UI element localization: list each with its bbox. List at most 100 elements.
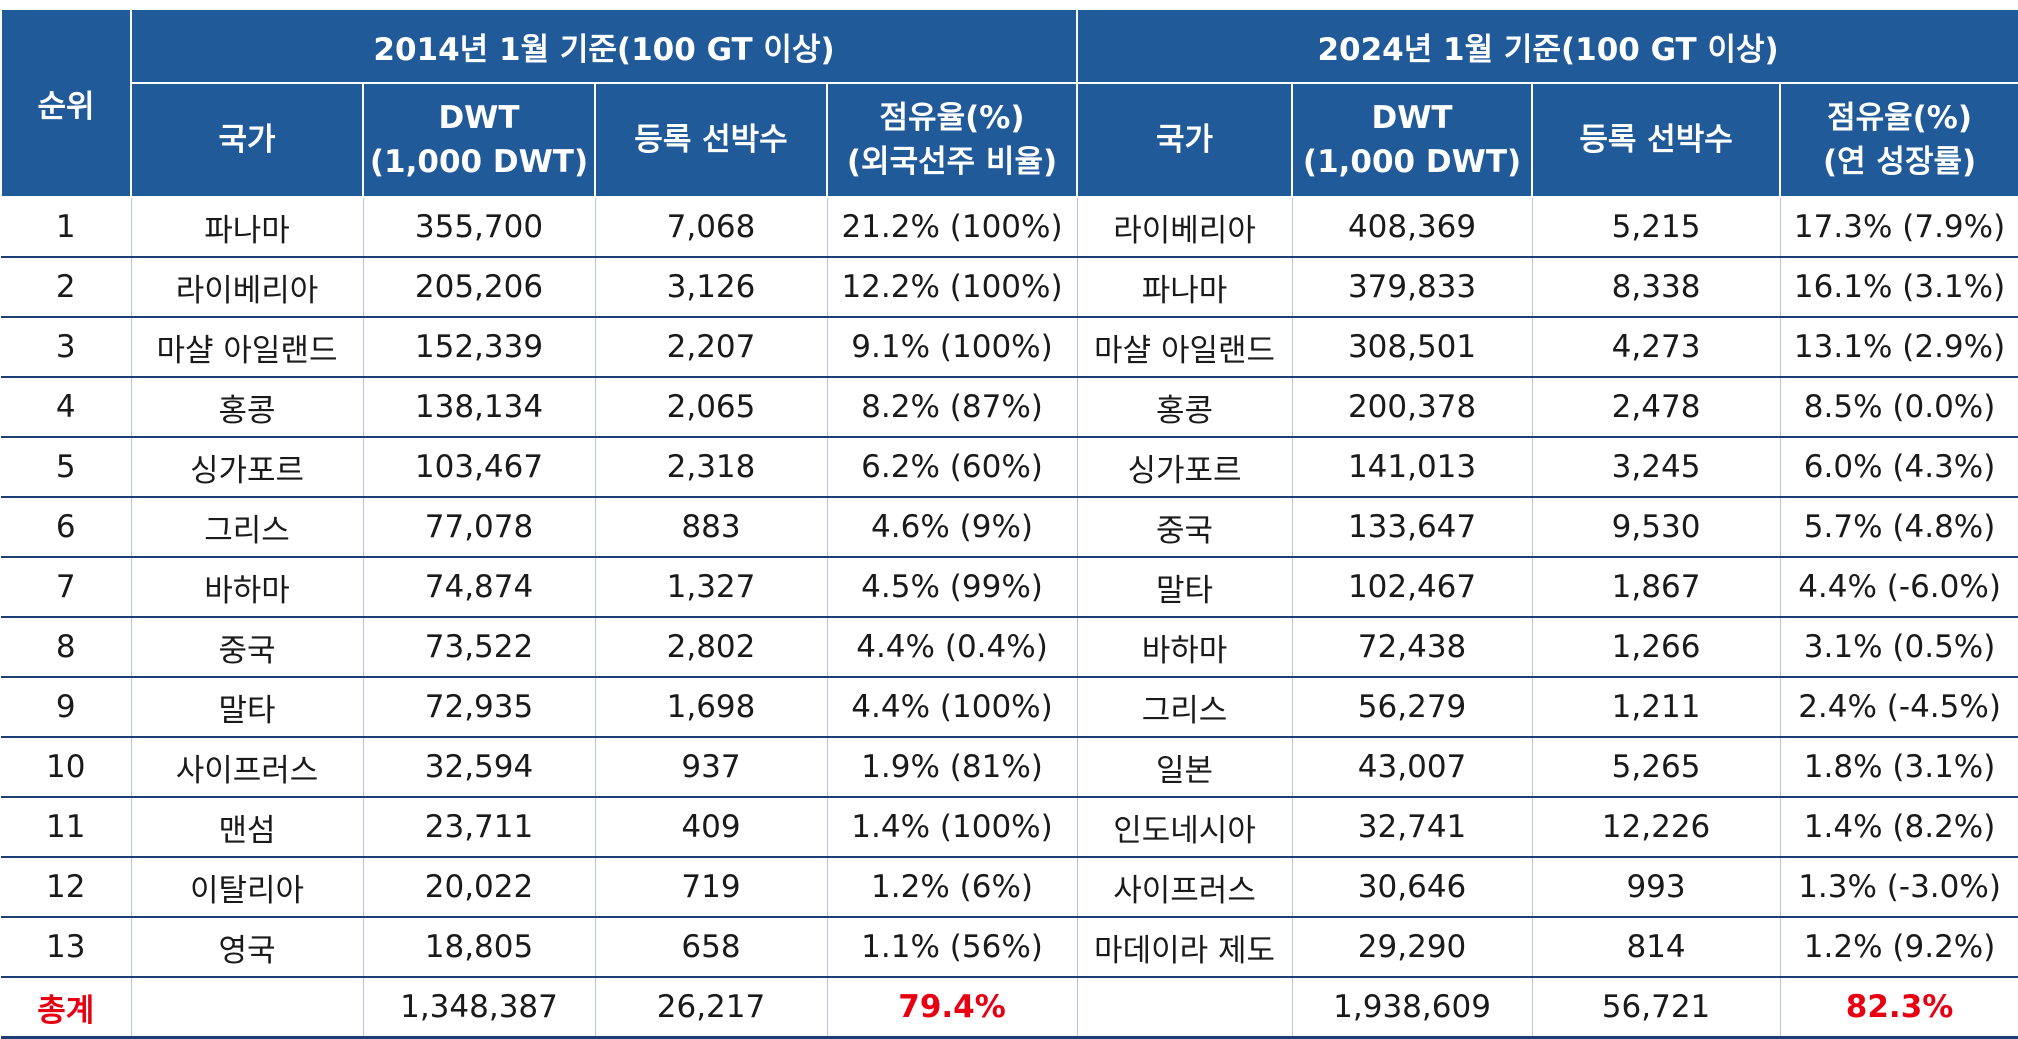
dwt-2024-cell: 43,007	[1291, 737, 1533, 798]
country-2014-cell: 바하마	[130, 557, 364, 618]
dwt-2024-cell: 102,467	[1291, 557, 1533, 618]
dwt-2014-cell: 103,467	[362, 437, 596, 498]
share-2014-cell: 4.4% (0.4%)	[826, 617, 1078, 678]
share-2024-cell: 13.1% (2.9%)	[1779, 317, 2018, 378]
total-share-2014: 79.4%	[826, 977, 1078, 1039]
header-share-2024-line1: 점유율(%)	[1827, 100, 1973, 136]
country-2024-cell: 싱가포르	[1076, 437, 1293, 498]
total-ships-2014: 26,217	[594, 977, 828, 1039]
ships-2024-cell: 8,338	[1531, 257, 1781, 318]
rank-cell: 12	[1, 857, 132, 918]
country-2014-cell: 그리스	[130, 497, 364, 558]
country-2014-cell: 영국	[130, 917, 364, 978]
country-2024-cell: 마데이라 제도	[1076, 917, 1293, 978]
table-row: 2 라이베리아 205,206 3,126 12.2% (100%) 파나마 379,833…	[1, 257, 2018, 318]
header-group-row: 순위 2014년 1월 기준(100 GT 이상) 2024년 1월 기준(10…	[0, 8, 2018, 198]
dwt-2024-cell: 29,290	[1291, 917, 1533, 978]
header-rank: 순위	[0, 8, 132, 198]
country-2014-cell: 홍콩	[130, 377, 364, 438]
table-body: 1 파나마 355,700 7,068 21.2% (100%) 라이베리아 408,369…	[1, 197, 2018, 1039]
total-country-2014-cell	[130, 977, 364, 1039]
dwt-2014-cell: 77,078	[362, 497, 596, 558]
country-2024-cell: 일본	[1076, 737, 1293, 798]
country-2014-cell: 이탈리아	[130, 857, 364, 918]
total-dwt-2014: 1,348,387	[362, 977, 596, 1039]
ships-2024-cell: 1,266	[1531, 617, 1781, 678]
header-share-2014-line2: (외국선주 비율)	[846, 144, 1058, 180]
share-2014-cell: 21.2% (100%)	[826, 197, 1078, 258]
dwt-2024-cell: 133,647	[1291, 497, 1533, 558]
share-2024-cell: 6.0% (4.3%)	[1779, 437, 2018, 498]
country-2024-cell: 중국	[1076, 497, 1293, 558]
rank-cell: 7	[1, 557, 132, 618]
country-2024-cell: 말타	[1076, 557, 1293, 618]
share-2024-cell: 17.3% (7.9%)	[1779, 197, 2018, 258]
dwt-2024-cell: 200,378	[1291, 377, 1533, 438]
share-2024-cell: 1.8% (3.1%)	[1779, 737, 2018, 798]
country-2024-cell: 홍콩	[1076, 377, 1293, 438]
dwt-2014-cell: 152,339	[362, 317, 596, 378]
total-row: 총계 1,348,387 26,217 79.4% 1,938,609 56,7…	[1, 977, 2018, 1039]
rank-cell: 2	[1, 257, 132, 318]
share-2014-cell: 1.1% (56%)	[826, 917, 1078, 978]
share-2014-cell: 1.9% (81%)	[826, 737, 1078, 798]
ships-2014-cell: 2,065	[594, 377, 828, 438]
table-row: 3 마샬 아일랜드 152,339 2,207 9.1% (100%) 마샬 아일랜드 30…	[1, 317, 2018, 378]
country-2014-cell: 맨섬	[130, 797, 364, 858]
header-group-2014: 2014년 1월 기준(100 GT 이상)	[129, 8, 1079, 84]
share-2014-cell: 1.4% (100%)	[826, 797, 1078, 858]
table-row: 11 맨섬 23,711 409 1.4% (100%) 인도네시아 32,741 12,22…	[1, 797, 2018, 858]
country-2014-cell: 싱가포르	[130, 437, 364, 498]
dwt-2024-cell: 30,646	[1291, 857, 1533, 918]
header-group-2024: 2024년 1월 기준(100 GT 이상)	[1076, 8, 2018, 84]
table-row: 13 영국 18,805 658 1.1% (56%) 마데이라 제도 29,290 814 1…	[1, 917, 2018, 978]
share-2024-cell: 2.4% (-4.5%)	[1779, 677, 2018, 738]
table-row: 12 이탈리아 20,022 719 1.2% (6%) 사이프러스 30,646 993 1.…	[1, 857, 2018, 918]
ships-2014-cell: 658	[594, 917, 828, 978]
ships-2014-cell: 3,126	[594, 257, 828, 318]
share-2014-cell: 1.2% (6%)	[826, 857, 1078, 918]
ships-2024-cell: 4,273	[1531, 317, 1781, 378]
rank-cell: 5	[1, 437, 132, 498]
dwt-2024-cell: 379,833	[1291, 257, 1533, 318]
header-share-2024: 점유율(%) (연 성장률)	[1779, 82, 2018, 198]
table-row: 9 말타 72,935 1,698 4.4% (100%) 그리스 56,279 1,211 2…	[1, 677, 2018, 738]
dwt-2024-cell: 56,279	[1291, 677, 1533, 738]
dwt-2014-cell: 18,805	[362, 917, 596, 978]
header-share-2014-line1: 점유율(%)	[879, 100, 1025, 136]
rank-cell: 13	[1, 917, 132, 978]
ships-2014-cell: 1,698	[594, 677, 828, 738]
table-row: 4 홍콩 138,134 2,065 8.2% (87%) 홍콩 200,378 2,478 8…	[1, 377, 2018, 438]
country-2024-cell: 사이프러스	[1076, 857, 1293, 918]
dwt-2014-cell: 73,522	[362, 617, 596, 678]
ships-2024-cell: 5,265	[1531, 737, 1781, 798]
header-ships-2024: 등록 선박수	[1531, 82, 1782, 198]
dwt-2014-cell: 23,711	[362, 797, 596, 858]
header-dwt-2024-line1: DWT	[1371, 100, 1453, 136]
share-2014-cell: 6.2% (60%)	[826, 437, 1078, 498]
country-2014-cell: 중국	[130, 617, 364, 678]
country-2024-cell: 인도네시아	[1076, 797, 1293, 858]
dwt-2014-cell: 32,594	[362, 737, 596, 798]
ships-2024-cell: 2,478	[1531, 377, 1781, 438]
country-2014-cell: 라이베리아	[130, 257, 364, 318]
dwt-2014-cell: 20,022	[362, 857, 596, 918]
ships-2024-cell: 993	[1531, 857, 1781, 918]
country-2024-cell: 파나마	[1076, 257, 1293, 318]
share-2024-cell: 4.4% (-6.0%)	[1779, 557, 2018, 618]
share-2024-cell: 1.4% (8.2%)	[1779, 797, 2018, 858]
ships-2014-cell: 409	[594, 797, 828, 858]
share-2024-cell: 1.2% (9.2%)	[1779, 917, 2018, 978]
dwt-2014-cell: 205,206	[362, 257, 596, 318]
dwt-2024-cell: 32,741	[1291, 797, 1533, 858]
rank-cell: 11	[1, 797, 132, 858]
header-share-2014: 점유율(%) (외국선주 비율)	[825, 82, 1079, 198]
rank-cell: 8	[1, 617, 132, 678]
rank-cell: 9	[1, 677, 132, 738]
header-ships-2014: 등록 선박수	[594, 82, 828, 198]
header-country-2014: 국가	[130, 82, 364, 198]
country-2024-cell: 그리스	[1076, 677, 1293, 738]
share-2014-cell: 12.2% (100%)	[826, 257, 1078, 318]
total-ships-2024: 56,721	[1531, 977, 1781, 1039]
ships-2024-cell: 9,530	[1531, 497, 1781, 558]
